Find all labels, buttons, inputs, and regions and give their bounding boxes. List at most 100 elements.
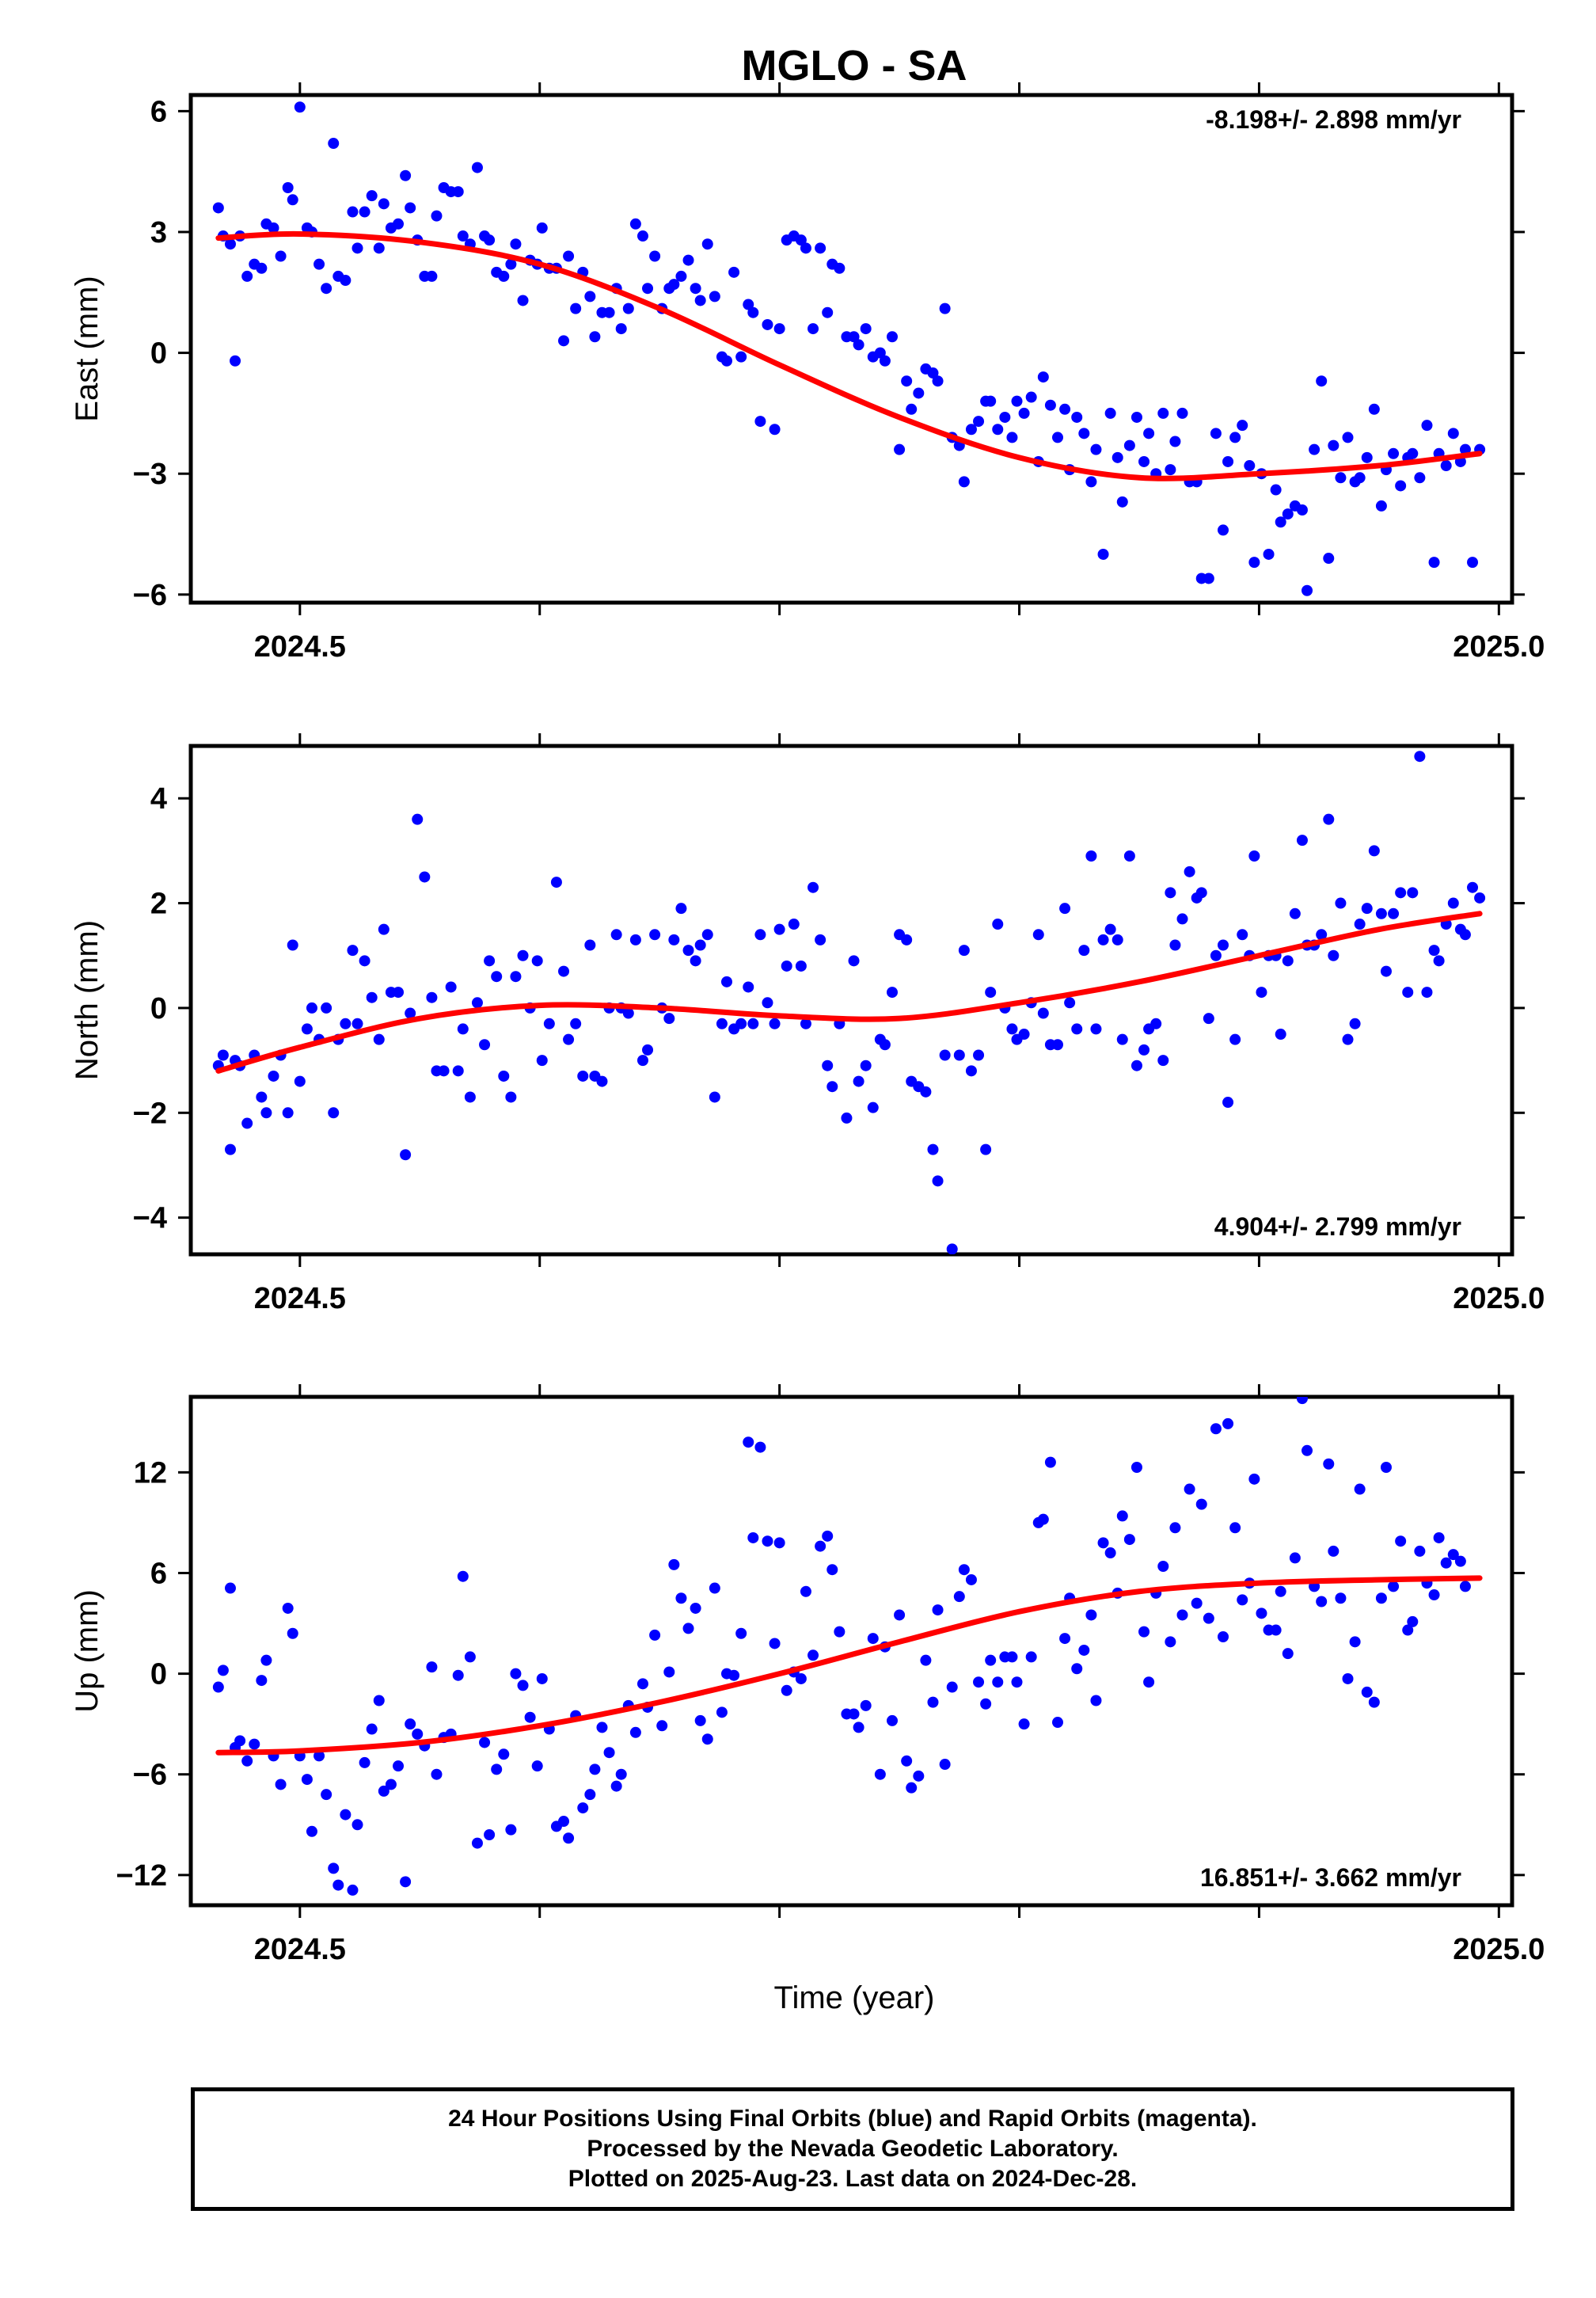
east-data-point	[1025, 391, 1037, 403]
up-data-point	[1414, 1545, 1426, 1557]
north-ytick-label: −2	[133, 1097, 167, 1130]
east-data-point	[452, 186, 464, 198]
up-data-point	[822, 1530, 834, 1542]
up-data-point	[1078, 1644, 1090, 1656]
north-data-point	[531, 955, 543, 967]
east-data-point	[510, 238, 522, 250]
up-data-point	[260, 1654, 272, 1666]
east-xtick-label: 2025.0	[1453, 630, 1545, 664]
north-data-point	[1361, 903, 1373, 915]
up-data-point	[886, 1714, 898, 1726]
east-ytick-label: −3	[133, 458, 167, 491]
up-data-point	[1006, 1651, 1018, 1663]
east-data-point	[1203, 573, 1214, 584]
up-data-point	[1130, 1461, 1142, 1473]
up-data-point	[867, 1633, 879, 1645]
up-data-point	[815, 1540, 826, 1552]
up-data-point	[985, 1654, 997, 1666]
up-data-point	[1275, 1585, 1286, 1597]
up-data-point	[321, 1789, 332, 1801]
north-data-point	[393, 987, 405, 999]
east-data-point	[629, 218, 641, 230]
east-xtick-label: 2024.5	[254, 630, 346, 664]
up-data-point	[1169, 1522, 1181, 1534]
east-data-point	[853, 339, 864, 351]
north-data-point	[879, 1039, 891, 1051]
up-data-point	[939, 1759, 951, 1771]
north-data-point	[1316, 929, 1328, 941]
up-data-point	[953, 1591, 965, 1603]
north-data-point	[491, 971, 503, 983]
north-data-point	[457, 1023, 469, 1035]
up-data-point	[800, 1585, 811, 1597]
up-data-point	[1210, 1423, 1222, 1435]
north-data-point	[536, 1055, 548, 1067]
east-data-point	[241, 270, 253, 282]
up-data-point	[682, 1623, 694, 1634]
north-data-point	[1090, 1023, 1102, 1035]
north-data-point	[815, 934, 826, 945]
east-data-point	[999, 411, 1011, 423]
east-data-point	[282, 182, 294, 194]
north-data-point	[690, 955, 701, 967]
up-data-point	[359, 1756, 370, 1768]
east-data-point	[682, 254, 694, 266]
north-data-point	[563, 1033, 575, 1045]
east-data-point	[584, 291, 596, 302]
up-data-point	[894, 1609, 906, 1621]
east-data-point	[1421, 420, 1433, 432]
east-data-point	[701, 238, 713, 250]
up-data-point	[747, 1531, 759, 1543]
east-data-point	[675, 270, 687, 282]
up-data-point	[510, 1668, 522, 1680]
east-data-point	[340, 275, 352, 287]
up-data-point	[1388, 1581, 1400, 1592]
east-data-point	[400, 169, 412, 181]
up-data-point	[1428, 1589, 1440, 1601]
up-data-point	[743, 1436, 754, 1448]
up-data-point	[694, 1714, 706, 1726]
up-data-point	[1256, 1607, 1267, 1619]
north-data-point	[1433, 955, 1445, 967]
up-data-point	[920, 1654, 932, 1666]
north-data-point	[452, 1065, 464, 1077]
up-data-point	[1349, 1636, 1361, 1648]
up-data-point	[1085, 1609, 1097, 1621]
up-data-point	[217, 1665, 229, 1676]
north-data-point	[294, 1075, 306, 1087]
north-data-point	[682, 945, 694, 957]
north-data-point	[224, 1143, 236, 1155]
north-data-point	[1222, 1097, 1234, 1109]
east-data-point	[615, 323, 627, 335]
north-data-point	[1388, 907, 1400, 919]
up-data-point	[1302, 1444, 1313, 1456]
north-data-point	[1116, 1033, 1128, 1045]
east-data-point	[642, 283, 654, 295]
north-data-point	[378, 923, 390, 935]
north-data-point	[1237, 929, 1248, 941]
up-data-point	[314, 1750, 325, 1762]
east-data-point	[879, 355, 891, 367]
east-data-point	[932, 375, 944, 387]
east-data-point	[431, 210, 443, 222]
up-data-point	[1176, 1609, 1188, 1621]
east-data-point	[1222, 455, 1234, 467]
up-data-point	[498, 1748, 510, 1760]
up-data-point	[1270, 1624, 1282, 1636]
east-trend-line	[215, 230, 1483, 481]
up-data-point	[946, 1681, 958, 1693]
north-data-point	[1375, 907, 1387, 919]
north-data-point	[321, 1002, 332, 1014]
up-data-point	[1342, 1672, 1354, 1684]
north-data-point	[550, 877, 562, 888]
up-data-point	[1011, 1676, 1023, 1688]
east-data-point	[728, 266, 740, 278]
up-data-point	[464, 1651, 476, 1663]
up-data-point	[973, 1676, 985, 1688]
east-data-point	[1116, 496, 1128, 508]
east-data-point	[563, 250, 575, 262]
north-data-point	[1195, 887, 1207, 899]
north-data-point	[946, 1243, 958, 1254]
east-data-point	[212, 202, 224, 214]
north-ytick-label: 2	[150, 888, 167, 921]
